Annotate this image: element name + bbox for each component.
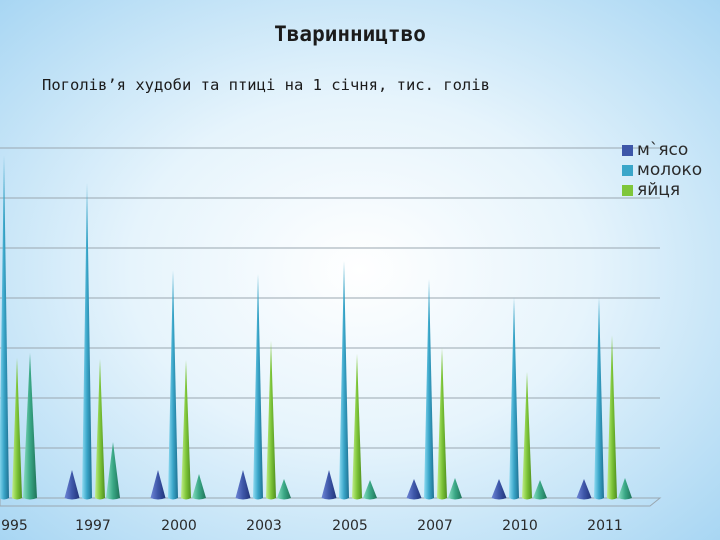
legend-item: м`ясо	[622, 140, 702, 160]
chart-title: Поголів’я худоби та птиці на 1 січня, ти…	[42, 76, 490, 94]
cone-series3-1995	[23, 353, 37, 500]
cone-series2-2000	[181, 360, 191, 500]
cone-series1-1995	[0, 155, 9, 500]
cone-series3-1997	[106, 442, 120, 500]
x-tick-label: 2010	[502, 518, 538, 534]
cone-series2-1997	[95, 359, 105, 500]
x-tick-label: 1995	[0, 518, 28, 534]
cone-series2-2005	[352, 354, 362, 500]
x-tick-label: 2011	[587, 518, 623, 534]
x-tick-label: 1997	[75, 518, 111, 534]
cone-series2-2010	[522, 372, 532, 500]
x-tick-label: 2003	[246, 518, 282, 534]
cone-series2-2007	[437, 348, 447, 500]
cone-series3-2000	[192, 474, 206, 500]
cone-series3-2010	[533, 480, 547, 500]
cone-series0-1997	[64, 470, 80, 500]
cone-series3-2011	[618, 478, 632, 500]
legend-item: молоко	[622, 160, 702, 180]
cone-series1-1997	[82, 183, 92, 500]
legend-item: яйця	[622, 180, 702, 200]
cone-series1-2003	[253, 274, 263, 500]
cone-series0-2003	[235, 470, 251, 500]
cone-series2-1995	[12, 358, 22, 500]
cone-series0-2005	[321, 470, 337, 500]
x-tick-label: 2000	[161, 518, 197, 534]
legend-label: м`ясо	[637, 140, 689, 160]
chart-legend: м`ясо молоко яйця	[622, 140, 702, 200]
x-tick-label: 2005	[332, 518, 368, 534]
cone-series2-2011	[607, 335, 617, 500]
cone-series0-2011	[576, 479, 592, 500]
legend-label: яйця	[637, 180, 681, 200]
cone-series0-2000	[150, 470, 166, 500]
cone-series0-2007	[406, 479, 422, 500]
cone-series1-2011	[594, 297, 604, 500]
cone-series0-2010	[491, 479, 507, 500]
cone-series1-2010	[509, 297, 519, 500]
cone-series1-2005	[339, 261, 349, 500]
legend-swatch	[622, 184, 633, 196]
cone-series1-2007	[424, 279, 434, 500]
legend-swatch	[622, 144, 633, 156]
cone-series3-2007	[448, 478, 462, 500]
cone-series2-2003	[266, 341, 276, 500]
cone-series3-2003	[277, 479, 291, 500]
slide-title: Тваринництво	[274, 22, 426, 46]
x-tick-label: 2007	[417, 518, 453, 534]
cone-series1-2000	[168, 270, 178, 500]
legend-swatch	[622, 164, 633, 176]
cone-series3-2005	[363, 480, 377, 500]
legend-label: молоко	[637, 160, 703, 180]
